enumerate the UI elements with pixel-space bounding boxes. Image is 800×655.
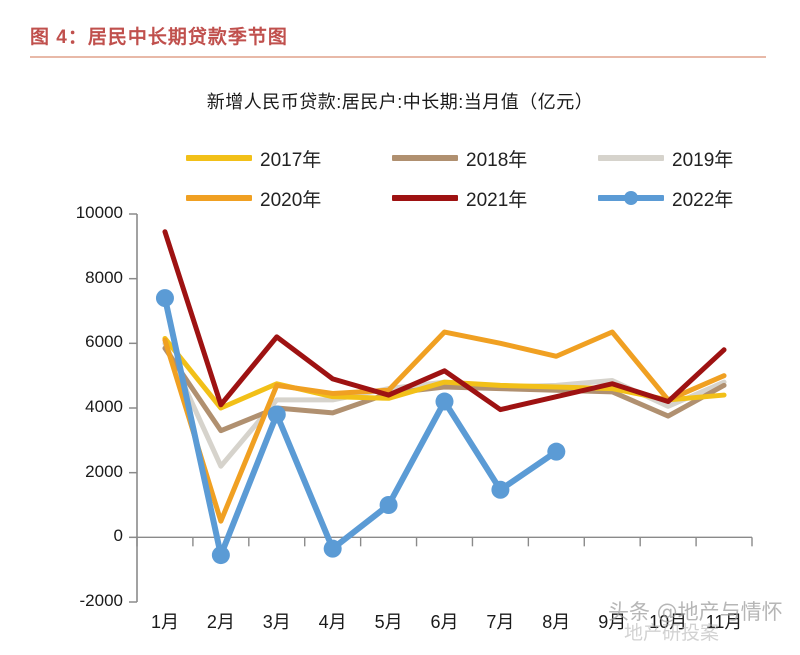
legend-swatch-icon — [392, 195, 458, 201]
x-axis-tick-label: 1月 — [150, 612, 179, 632]
legend-label: 2019年 — [672, 149, 734, 171]
y-axis-tick-label: 2000 — [85, 461, 123, 481]
x-axis-tick-label: 2月 — [206, 612, 235, 632]
y-axis-tick-label: 10000 — [75, 203, 123, 222]
legend-swatch-icon — [392, 155, 458, 161]
figure-header: 图 4：居民中长期贷款季节图 — [30, 22, 770, 58]
legend-label: 2021年 — [466, 189, 528, 211]
series-line-2022年 — [161, 295, 560, 559]
y-axis-tick-label: 8000 — [85, 267, 123, 287]
legend-swatch-icon — [186, 155, 252, 161]
series-line-2020年 — [162, 329, 727, 524]
series-line-2019年 — [162, 340, 727, 469]
y-axis-tick-label: 0 — [113, 526, 123, 546]
x-axis-tick-label: 7月 — [486, 612, 515, 632]
legend-item-2020年[interactable]: 2020年 — [186, 185, 392, 212]
legend-swatch-icon — [598, 195, 664, 201]
legend-label: 2018年 — [466, 149, 528, 171]
legend-label: 2022年 — [672, 189, 734, 211]
legend-item-2021年[interactable]: 2021年 — [392, 185, 598, 212]
chart-subtitle: 新增人民币贷款:居民户:中长期:当月值（亿元） — [206, 92, 594, 112]
series-marker-2022年 — [155, 289, 174, 308]
series-marker-2022年 — [491, 480, 510, 499]
y-axis-tick-label: -2000 — [79, 591, 123, 610]
watermark-subtext: 地产研投案 — [624, 623, 720, 644]
title-divider — [30, 56, 766, 58]
legend-item-2017年[interactable]: 2017年 — [186, 145, 392, 172]
watermark-text: 头条 @地产与情怀 — [608, 600, 783, 624]
page-title: 图 4：居民中长期贷款季节图 — [30, 27, 288, 48]
chart-legend: 2017年 2018年 2019年 2020年 2021年 2022年 — [186, 138, 786, 218]
legend-swatch-icon — [598, 155, 664, 161]
x-axis-tick-label: 6月 — [430, 612, 459, 632]
series-marker-2022年 — [435, 392, 454, 411]
legend-label: 2020年 — [260, 189, 322, 211]
series-line-2021年 — [162, 229, 727, 413]
x-axis-tick-label: 8月 — [542, 612, 571, 632]
y-axis-tick-label: 4000 — [85, 397, 123, 416]
legend-item-2019年[interactable]: 2019年 — [598, 145, 788, 172]
legend-label: 2017年 — [260, 149, 322, 171]
series-marker-2022年 — [379, 496, 398, 514]
series-line-2018年 — [162, 345, 727, 434]
legend-item-2022年[interactable]: 2022年 — [598, 185, 788, 212]
legend-swatch-icon — [186, 195, 252, 201]
series-marker-2022年 — [323, 539, 342, 558]
x-axis-tick-label: 4月 — [318, 612, 347, 632]
series-marker-2022年 — [211, 546, 230, 565]
x-axis-tick-label: 5月 — [374, 612, 403, 632]
x-axis-tick-label: 3月 — [262, 612, 291, 632]
y-axis-tick-label: 6000 — [85, 332, 123, 352]
series-marker-2022年 — [267, 405, 286, 424]
series-line-2017年 — [162, 335, 727, 411]
series-marker-2022年 — [547, 442, 566, 461]
legend-item-2018年[interactable]: 2018年 — [392, 145, 598, 172]
